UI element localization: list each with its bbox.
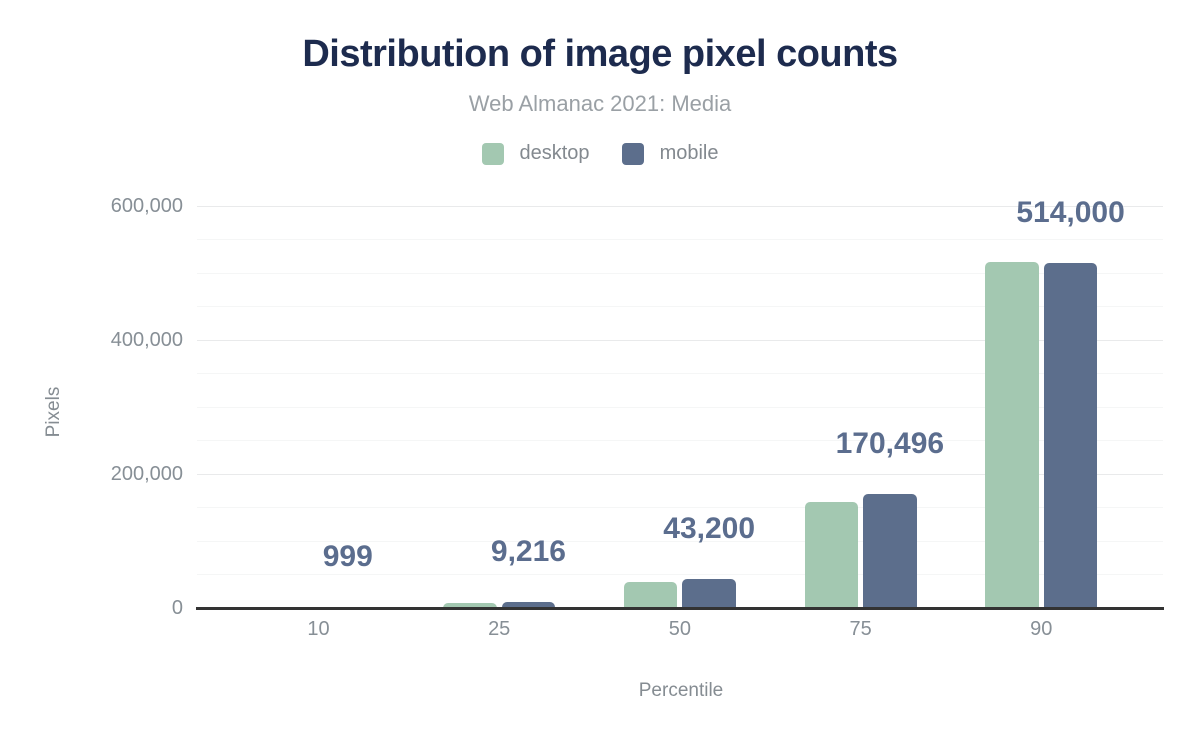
bar-mobile-75[interactable]: [863, 493, 917, 608]
y-axis-title: Pixels: [43, 386, 64, 438]
x-tick-label: 50: [668, 618, 692, 640]
bar-desktop-25[interactable]: [443, 602, 497, 608]
gridline-minor: [197, 574, 1163, 576]
bar-value-label: 514,000: [1016, 196, 1125, 230]
gridline-minor: [197, 306, 1163, 308]
bar-value-label: 170,496: [835, 426, 945, 460]
y-tick-label: 600,000: [110, 194, 183, 217]
gridline-major: [197, 339, 1163, 341]
mobile-swatch-icon: [621, 142, 644, 165]
bar-mobile-50[interactable]: [682, 579, 736, 608]
legend-item-mobile[interactable]: mobile: [621, 142, 719, 165]
y-tick-label: 400,000: [110, 328, 183, 351]
x-tick-label: 90: [1030, 618, 1053, 640]
y-tick-label: 0: [171, 597, 183, 619]
x-axis-title: Percentile: [638, 680, 724, 701]
gridline-minor: [197, 239, 1163, 241]
bar-value-label: 43,200: [663, 512, 756, 546]
gridline-minor: [197, 272, 1163, 274]
legend-label-desktop: desktop: [519, 142, 590, 164]
gridline-minor: [197, 507, 1163, 509]
gridline-major: [197, 205, 1163, 207]
gridline-major: [197, 473, 1163, 475]
bar-value-label: 999: [322, 540, 373, 574]
gridline-minor: [197, 373, 1163, 375]
x-axis-line: [196, 606, 1164, 610]
x-tick-label: 25: [488, 618, 511, 640]
bar-desktop-50[interactable]: [623, 582, 678, 608]
legend: desktop mobile: [0, 142, 1200, 165]
y-tick-label: 200,000: [110, 462, 183, 485]
gridline-minor: [197, 406, 1163, 408]
bar-desktop-90[interactable]: [985, 261, 1039, 608]
desktop-swatch-icon: [481, 142, 504, 165]
chart-subtitle: Web Almanac 2021: Media: [468, 91, 732, 116]
legend-label-mobile: mobile: [659, 142, 719, 164]
x-tick-label: 75: [849, 618, 872, 640]
legend-item-desktop[interactable]: desktop: [481, 142, 590, 165]
bar-mobile-25[interactable]: [501, 601, 556, 608]
gridline-minor: [197, 540, 1163, 542]
x-tick-label: 10: [307, 618, 330, 640]
bar-mobile-90[interactable]: [1043, 263, 1098, 608]
gridline-minor: [197, 440, 1163, 442]
chart-title: Distribution of image pixel counts: [302, 33, 898, 75]
bar-desktop-75[interactable]: [804, 502, 859, 608]
bar-value-label: 9,216: [490, 534, 566, 568]
